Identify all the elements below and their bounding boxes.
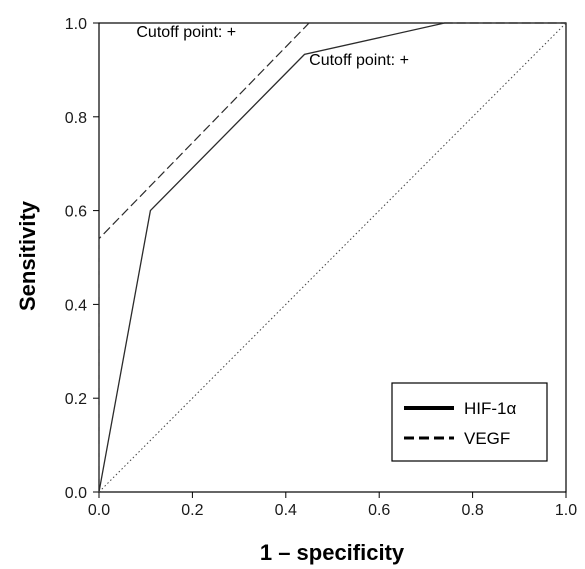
y-tick-label: 0.4 bbox=[65, 297, 87, 314]
y-tick-label: 0.2 bbox=[65, 391, 87, 408]
legend-label: HIF-1α bbox=[464, 399, 517, 418]
series-line-vegf bbox=[98, 22, 566, 492]
x-axis-title: 1 – specificity bbox=[260, 540, 405, 565]
x-tick-label: 0.6 bbox=[368, 502, 390, 519]
x-tick-label: 0.0 bbox=[88, 502, 110, 519]
y-tick-label: 1.0 bbox=[65, 16, 87, 33]
y-tick-label: 0.8 bbox=[65, 110, 87, 127]
legend-box bbox=[391, 382, 548, 462]
y-tick-label: 0.6 bbox=[65, 204, 87, 221]
cutoff-annotation: Cutoff point: + bbox=[136, 24, 236, 41]
plot-area: 0.0 0.2 0.4 0.6 0.8 1.0 0.0 0.2 0.4 0.6 0.8 1.0 Cuto… bbox=[65, 16, 577, 519]
x-tick-label: 0.2 bbox=[181, 502, 203, 519]
legend-label: VEGF bbox=[464, 429, 510, 448]
x-tick-label: 0.4 bbox=[275, 502, 297, 519]
cutoff-annotation: Cutoff point: + bbox=[309, 52, 409, 69]
y-tick-label: 0.0 bbox=[65, 485, 87, 502]
x-tick-label: 0.8 bbox=[461, 502, 483, 519]
y-axis-title: Sensitivity bbox=[15, 200, 40, 311]
x-tick-label: 1.0 bbox=[555, 502, 577, 519]
